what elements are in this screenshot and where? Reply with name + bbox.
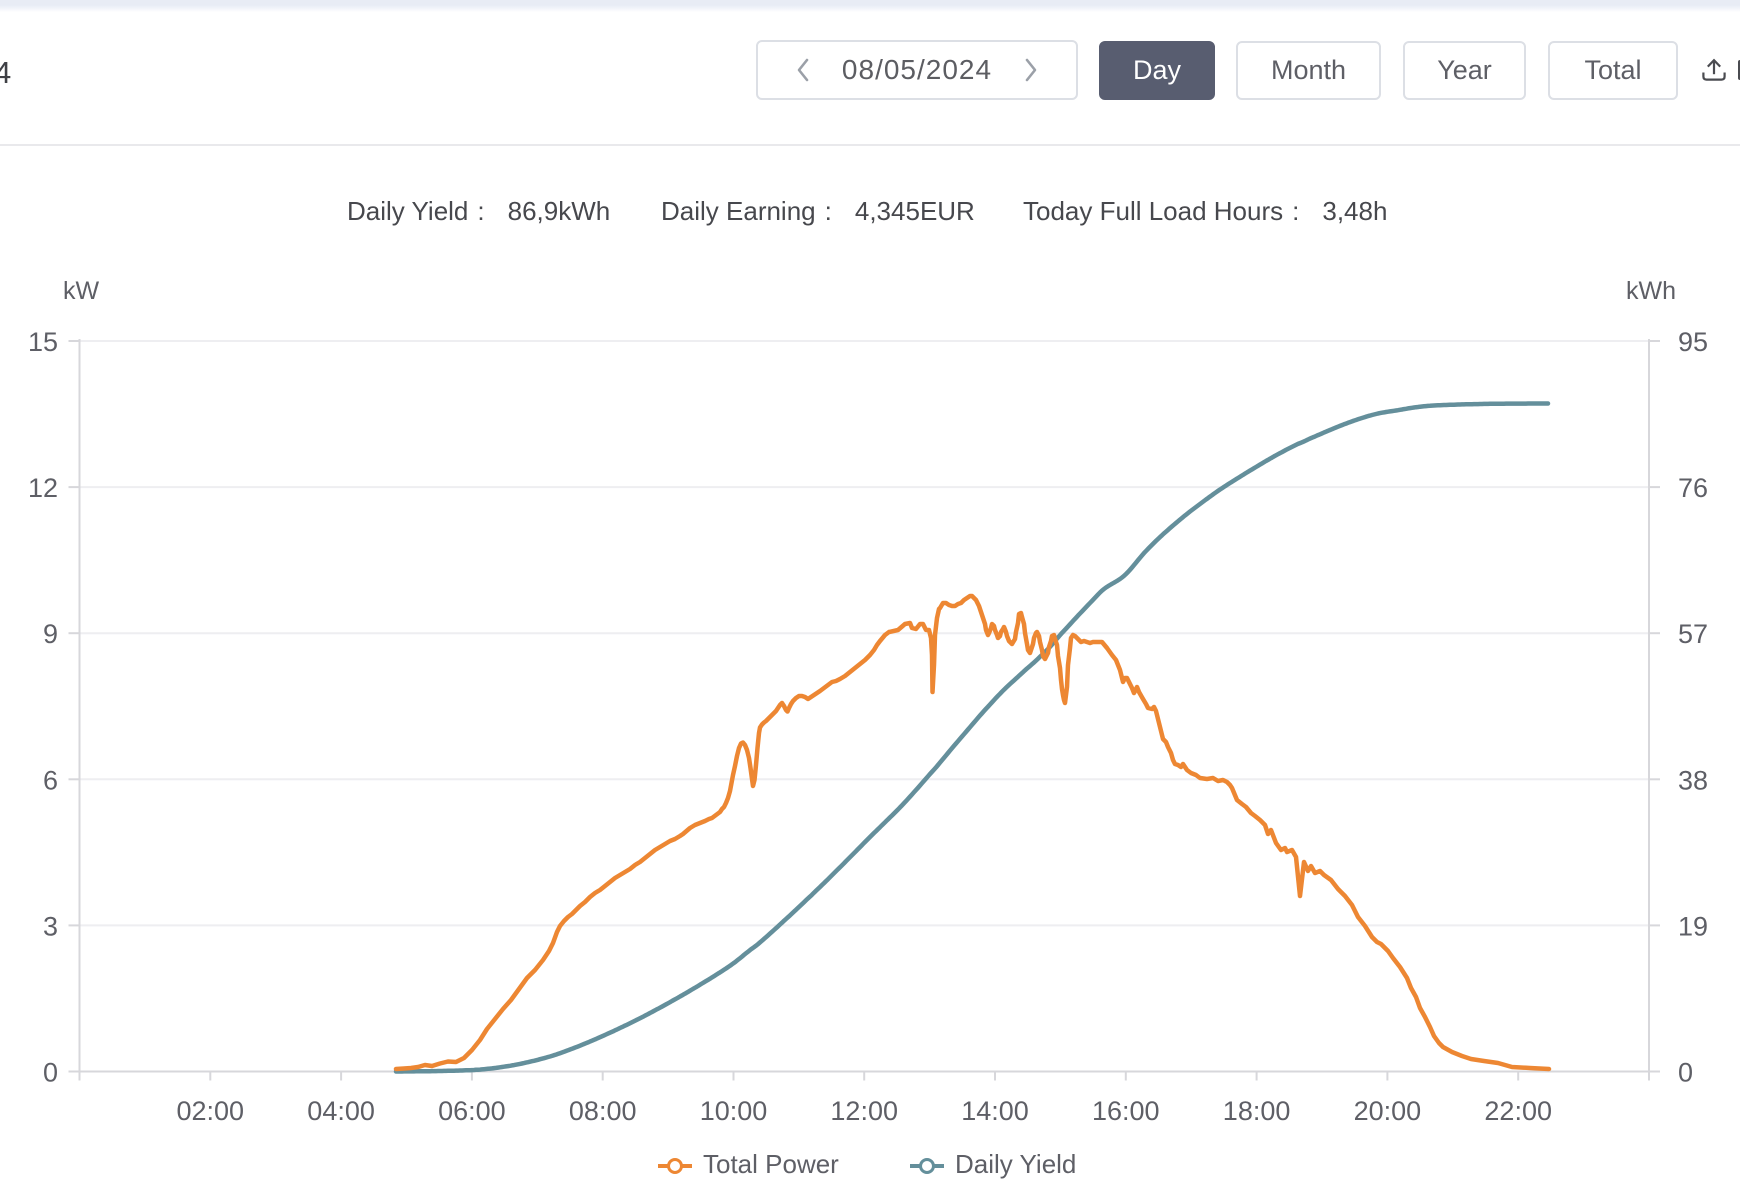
svg-text:02:00: 02:00 — [177, 1096, 245, 1126]
svg-text:12: 12 — [28, 473, 58, 503]
svg-text:06:00: 06:00 — [438, 1096, 506, 1126]
svg-text:04:00: 04:00 — [307, 1096, 375, 1126]
svg-text:20:00: 20:00 — [1354, 1096, 1422, 1126]
svg-text:Daily Yield: Daily Yield — [955, 1149, 1076, 1179]
svg-text:0: 0 — [43, 1058, 58, 1088]
svg-text:10:00: 10:00 — [700, 1096, 768, 1126]
svg-text:08:00: 08:00 — [569, 1096, 637, 1126]
svg-text:kWh: kWh — [1626, 277, 1676, 305]
svg-text:kW: kW — [63, 277, 100, 305]
svg-text:12:00: 12:00 — [830, 1096, 898, 1126]
svg-text:9: 9 — [43, 619, 58, 649]
svg-text:16:00: 16:00 — [1092, 1096, 1160, 1126]
svg-text:95: 95 — [1678, 327, 1708, 357]
svg-text:22:00: 22:00 — [1484, 1096, 1552, 1126]
svg-text:0: 0 — [1678, 1058, 1693, 1088]
svg-text:76: 76 — [1678, 473, 1708, 503]
svg-text:57: 57 — [1678, 619, 1708, 649]
svg-text:6: 6 — [43, 765, 58, 795]
svg-text:14:00: 14:00 — [961, 1096, 1029, 1126]
svg-text:38: 38 — [1678, 765, 1708, 795]
svg-text:19: 19 — [1678, 911, 1708, 941]
svg-text:18:00: 18:00 — [1223, 1096, 1291, 1126]
svg-text:Total Power: Total Power — [703, 1149, 839, 1179]
svg-text:3: 3 — [43, 911, 58, 941]
svg-text:15: 15 — [28, 327, 58, 357]
